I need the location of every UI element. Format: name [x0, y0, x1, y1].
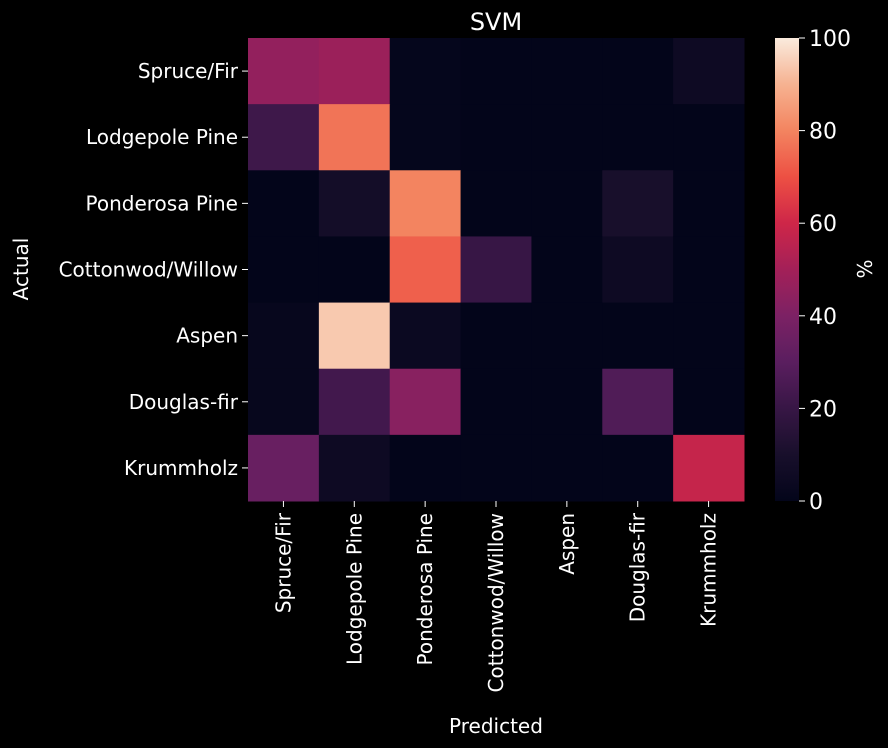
heatmap-cell — [531, 302, 603, 370]
colorbar-tick-label: 80 — [809, 120, 837, 145]
heatmap-cell — [248, 104, 320, 171]
heatmap-cell — [531, 434, 603, 502]
x-tick-label: Cottonwod/Willow — [484, 513, 508, 692]
heatmap-cell — [248, 170, 320, 237]
y-tick-label: Douglas-fir — [129, 390, 239, 414]
colorbar-tick-label: 40 — [809, 305, 837, 330]
colorbar-tick-label: 20 — [809, 397, 837, 422]
heatmap-cell — [460, 302, 532, 370]
heatmap-cell — [318, 368, 391, 436]
heatmap-cell — [248, 38, 320, 105]
heatmap-cell — [460, 170, 532, 237]
x-tick-label: Lodgepole Pine — [342, 513, 366, 665]
heatmap-cell — [389, 434, 462, 502]
heatmap-cell — [318, 434, 391, 502]
heatmap-cell — [389, 104, 462, 171]
heatmap-cell — [389, 302, 462, 370]
heatmap-cell — [318, 170, 391, 237]
heatmap-cell — [673, 236, 745, 304]
y-tick-label: Cottonwod/Willow — [59, 258, 238, 282]
heatmap-cell — [248, 302, 320, 370]
x-tick-label: Spruce/Fir — [271, 512, 295, 613]
x-tick-labels: Spruce/Fir Lodgepole Pine Ponderosa Pine Co… — [271, 501, 721, 692]
heatmap-cell — [460, 38, 532, 105]
heatmap-cell — [673, 434, 745, 502]
colorbar-tick-label: 60 — [809, 212, 837, 237]
heatmap-cell — [389, 170, 462, 237]
heatmap-cell — [389, 236, 462, 304]
heatmap-cell — [673, 38, 745, 105]
x-tick-label: Douglas-fir — [626, 512, 650, 622]
heatmap-cell — [531, 170, 603, 237]
colorbar-tick-label: 100 — [809, 27, 851, 52]
colorbar-tick-label: 0 — [809, 490, 823, 515]
heatmap-cells — [248, 38, 745, 502]
heatmap-cell — [460, 434, 532, 502]
x-tick-label: Ponderosa Pine — [413, 513, 437, 665]
y-tick-label: Lodgepole Pine — [86, 125, 238, 149]
chart-title: SVM — [470, 8, 522, 36]
heatmap-cell — [318, 236, 391, 304]
heatmap-cell — [248, 434, 320, 502]
colorbar — [775, 38, 799, 501]
heatmap-cell — [602, 38, 674, 105]
heatmap-cell — [248, 368, 320, 436]
y-tick-label: Spruce/Fir — [138, 59, 239, 83]
heatmap-cell — [531, 236, 603, 304]
heatmap-cell — [673, 170, 745, 237]
heatmap-cell — [531, 38, 603, 105]
heatmap-cell — [602, 302, 674, 370]
heatmap-cell — [673, 368, 745, 436]
heatmap-cell — [460, 368, 532, 436]
x-tick-label: Krummholz — [697, 513, 721, 627]
heatmap-cell — [318, 104, 391, 171]
y-tick-labels: Spruce/Fir Lodgepole Pine Ponderosa Pine Co… — [59, 59, 248, 480]
heatmap-cell — [602, 104, 674, 171]
y-tick-label: Ponderosa Pine — [86, 191, 238, 215]
heatmap-cell — [673, 104, 745, 171]
colorbar-ticks: 0 20 40 60 80 100 — [799, 27, 851, 515]
heatmap-cell — [460, 236, 532, 304]
heatmap-cell — [248, 236, 320, 304]
x-axis-label: Predicted — [449, 714, 543, 738]
heatmap-cell — [602, 434, 674, 502]
heatmap-cell — [318, 302, 391, 370]
heatmap-cell — [389, 368, 462, 436]
heatmap-cell — [602, 236, 674, 304]
heatmap-cell — [460, 104, 532, 171]
heatmap-cell — [531, 368, 603, 436]
y-axis-label: Actual — [9, 238, 33, 301]
heatmap-cell — [531, 104, 603, 171]
colorbar-label: % — [853, 259, 877, 278]
heatmap-cell — [602, 170, 674, 237]
heatmap-cell — [673, 302, 745, 370]
heatmap-cell — [389, 38, 462, 105]
x-tick-label: Aspen — [555, 513, 579, 575]
heatmap-cell — [602, 368, 674, 436]
y-tick-label: Krummholz — [124, 456, 238, 480]
heatmap-cell — [318, 38, 391, 105]
y-tick-label: Aspen — [176, 324, 238, 348]
